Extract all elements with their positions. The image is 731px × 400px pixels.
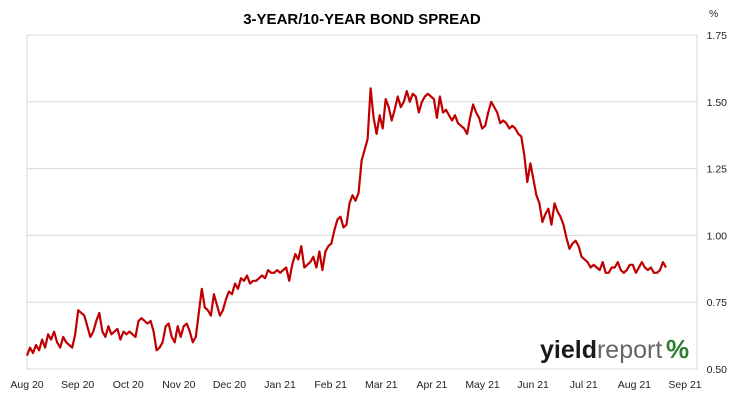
x-tick-label: Nov 20 — [162, 379, 195, 391]
x-tick-label: Aug 21 — [618, 379, 651, 391]
y-tick-label: 1.25 — [707, 164, 728, 176]
y-tick-label: 0.50 — [707, 364, 728, 376]
x-tick-label: Aug 20 — [10, 379, 43, 391]
gridlines — [26, 34, 698, 370]
logo-percent-symbol: % — [666, 334, 689, 364]
logo-text-yield: yield — [540, 336, 597, 364]
x-tick-label: Oct 20 — [113, 379, 144, 391]
yieldreport-logo: yieldreport % — [540, 334, 689, 364]
chart-title: 3-YEAR/10-YEAR BOND SPREAD — [243, 11, 481, 28]
x-tick-label: Apr 21 — [416, 379, 447, 391]
x-tick-label: Dec 20 — [213, 379, 246, 391]
y-tick-label: 0.75 — [707, 297, 728, 309]
svg-text:yieldreport: yieldreport — [540, 336, 662, 364]
y-unit-label: % — [709, 8, 718, 20]
spread-series — [25, 87, 667, 356]
x-tick-label: Mar 21 — [365, 379, 398, 391]
x-tick-label: Jan 21 — [264, 379, 296, 391]
y-axis: 0.50 0.75 1.00 1.25 1.50 1.75 — [707, 30, 728, 376]
y-tick-label: 1.75 — [707, 30, 728, 42]
x-axis: Aug 20 Sep 20 Oct 20 Nov 20 Dec 20 Jan 21 Feb … — [10, 379, 701, 391]
x-tick-label: Feb 21 — [314, 379, 347, 391]
x-tick-label: Jun 21 — [517, 379, 549, 391]
x-tick-label: May 21 — [465, 379, 500, 391]
x-tick-label: Jul 21 — [570, 379, 598, 391]
series-line — [25, 87, 667, 356]
x-tick-label: Sep 21 — [668, 379, 701, 391]
logo-text-report: report — [597, 336, 662, 364]
y-tick-label: 1.00 — [707, 230, 728, 242]
x-tick-label: Sep 20 — [61, 379, 94, 391]
y-tick-label: 1.50 — [707, 97, 728, 109]
plot-border — [26, 34, 698, 370]
